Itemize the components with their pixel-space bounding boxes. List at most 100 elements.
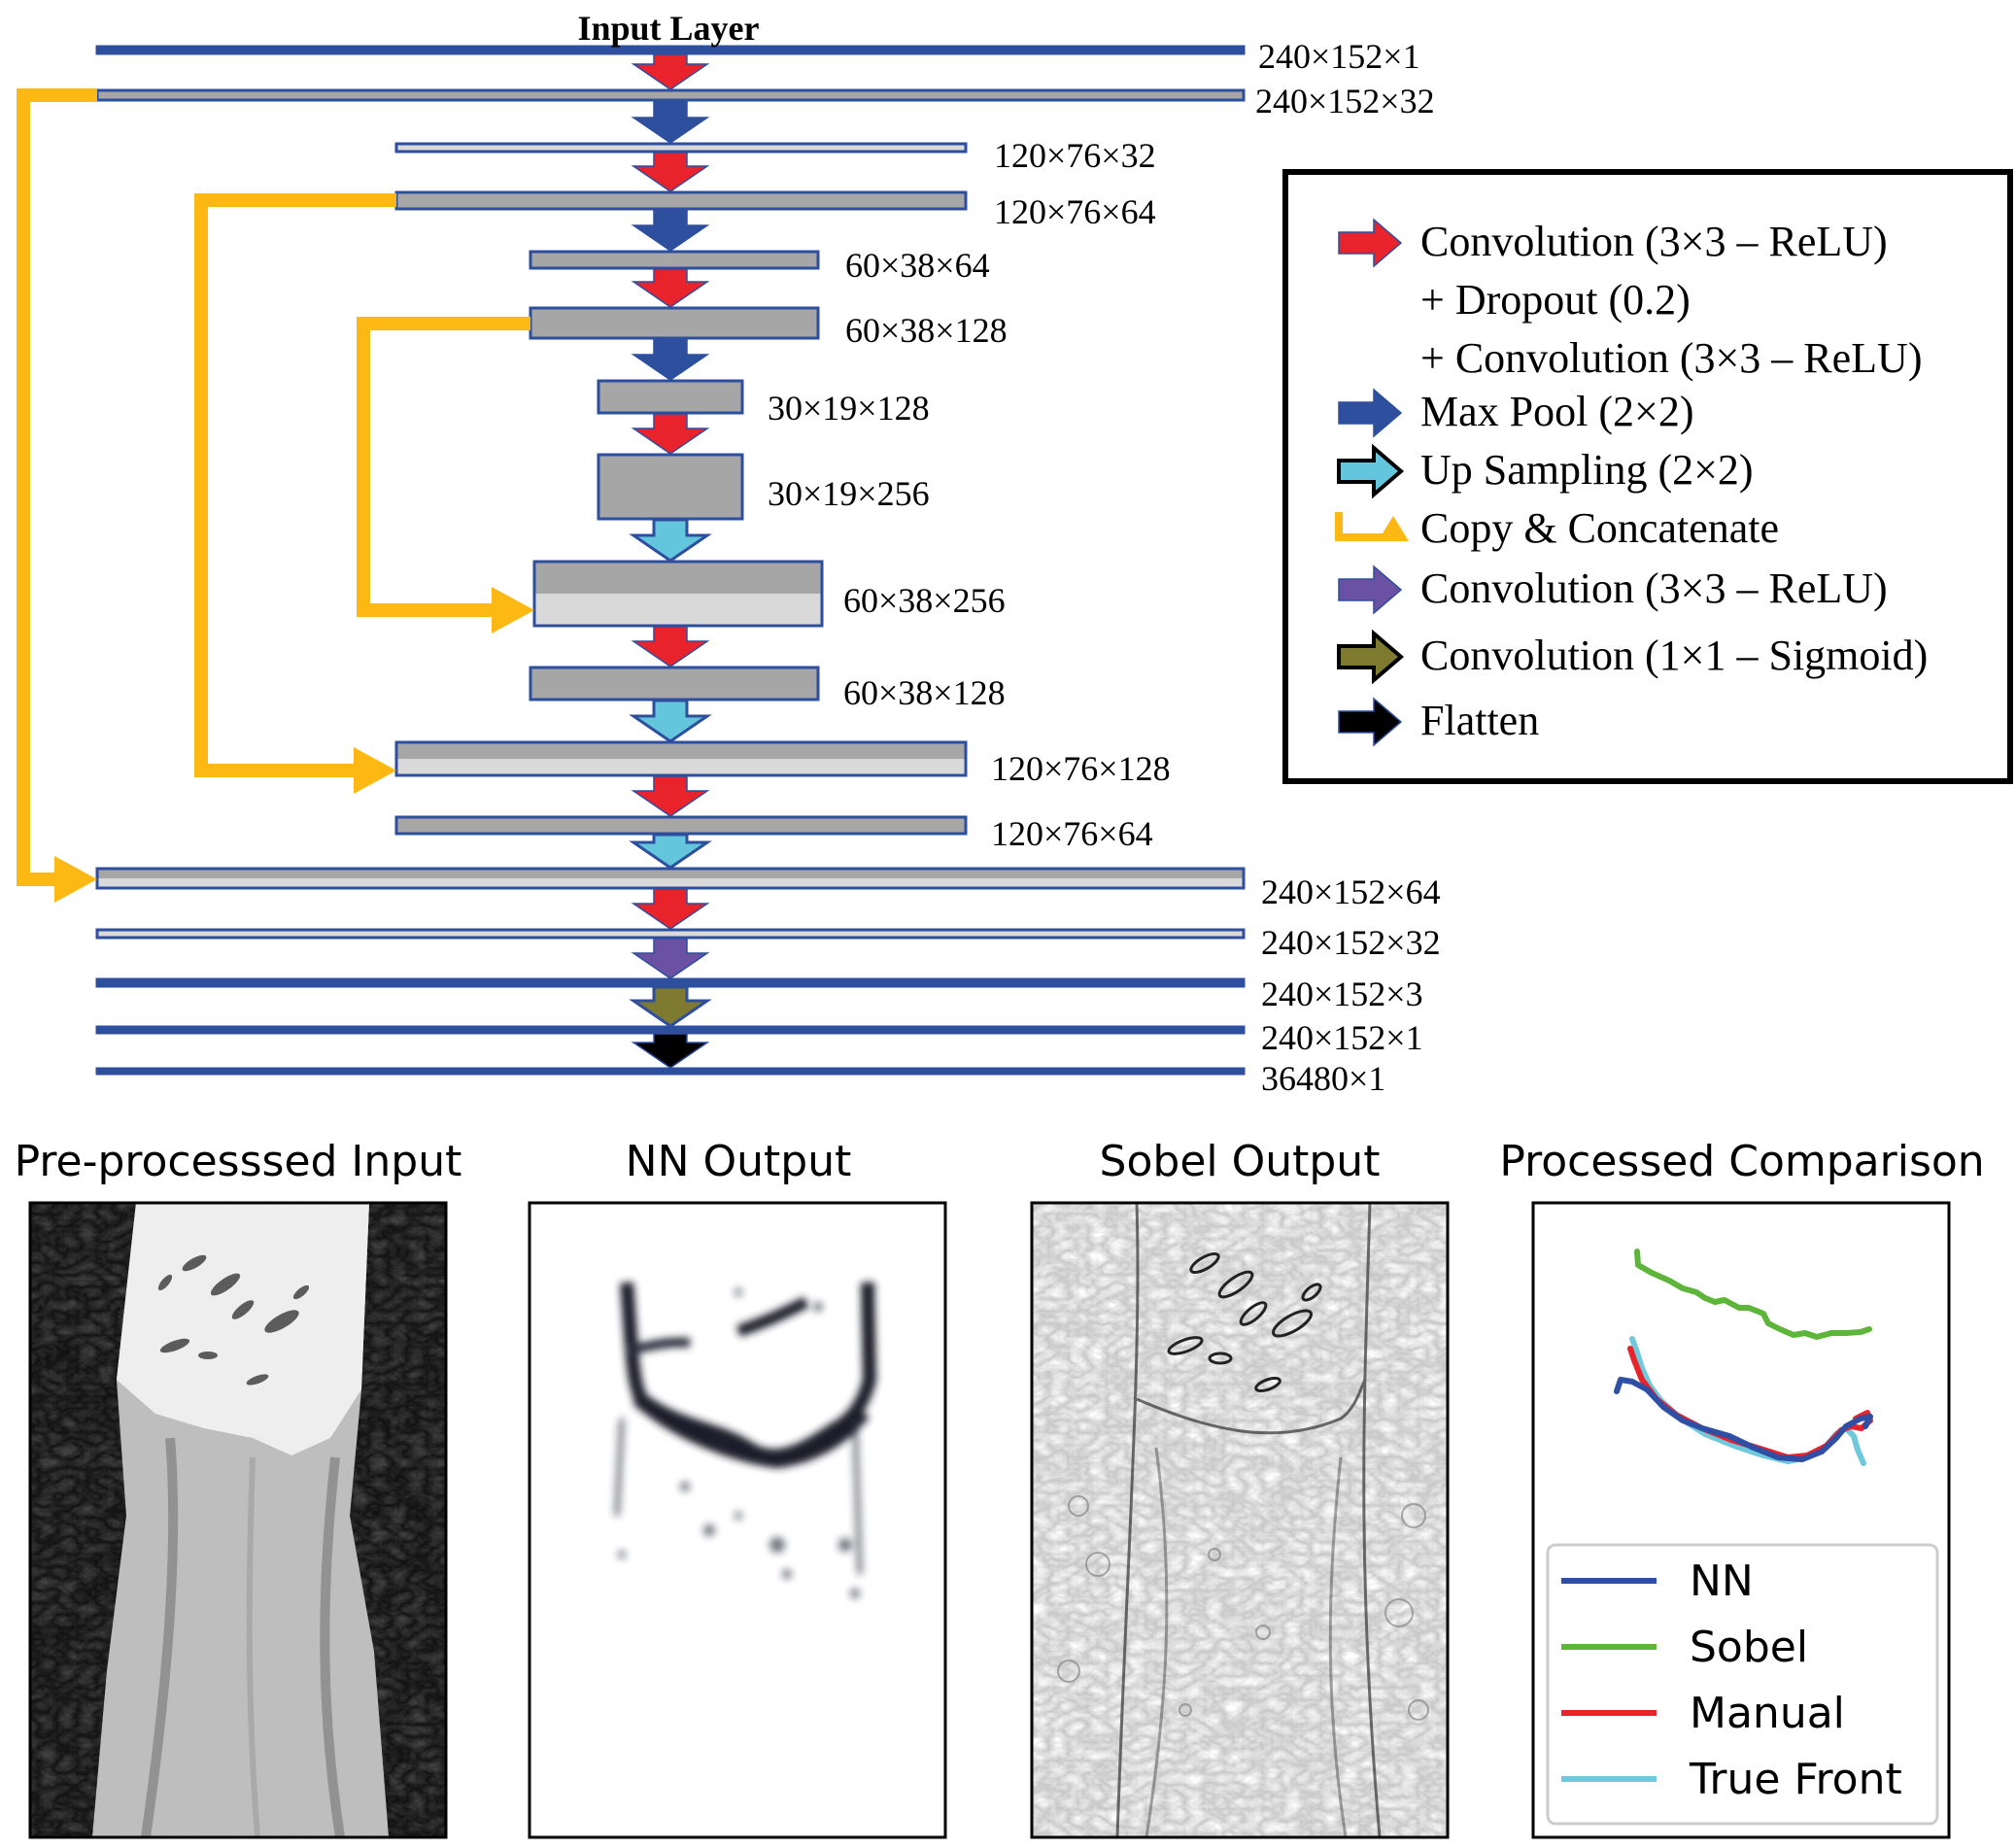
legend-item-copy-concat: Copy & Concatenate [1335,504,1779,552]
copy-concat-icon [1335,512,1385,541]
conv-dropout-arrow [631,413,710,455]
legend-item-label: + Dropout (0.2) [1420,276,1691,324]
feature-map-layer [95,88,1246,102]
comparison-legend-label: True Front [1689,1755,1902,1804]
comparison-legend-item: Manual [1561,1689,1845,1738]
upsampling-arrow [629,699,712,743]
legend-item-label: Convolution (3×3 – ReLU) [1420,565,1888,612]
unet-diagram: 240×152×1240×152×32120×76×32120×76×6460×… [17,37,1441,1098]
legend-item-label: Flatten [1420,697,1539,744]
feature-map-layer [529,666,820,702]
legend-item-label: Copy & Concatenate [1420,504,1779,552]
feature-map-layer [95,1025,1246,1035]
conv-dropout-arrow [631,53,710,90]
maxpool-arrow [631,209,710,252]
feature-map-layer [529,250,820,270]
layer-dimension-label: 120×76×32 [994,136,1156,175]
flatten-arrow-icon [1338,697,1403,747]
feature-map-layer [532,560,824,628]
network-legend: Convolution (3×3 – ReLU) + Dropout (0.2) +… [1282,169,2013,784]
skip-connection-3 [357,317,534,633]
upsampling-arrow [629,518,712,563]
comparison-legend-frame [1546,1543,1939,1826]
legend-frame [1282,169,2013,784]
true-front-line [1629,1336,1866,1466]
legend-item-flatten: Flatten [1338,697,1539,747]
conv-relu-arrow [631,938,710,979]
feature-map-layer [95,977,1246,988]
layer-dimension-label: 30×19×256 [768,474,930,513]
front-comparison-plot-icon [1614,1249,1873,1466]
legend-item-conv-relu: Convolution (3×3 – ReLU) [1338,565,1888,615]
conv-dropout-arrow [631,888,710,930]
layer-dimension-label: 60×38×128 [843,673,1006,712]
layer-dimension-label: 240×152×1 [1258,37,1420,76]
feature-map-layer [394,190,968,211]
feature-map-layer [394,740,968,777]
layer-dimension-label: 30×19×128 [768,389,930,428]
legend-item-conv-dropout: Convolution (3×3 – ReLU) + Dropout (0.2) +… [1338,218,1922,382]
feature-map-layer [597,453,744,521]
conv-dropout-arrow-icon [1338,218,1403,268]
feature-map-layer [95,1067,1246,1076]
layer-dimension-label: 60×38×64 [845,246,990,285]
sobel-front-line [1634,1249,1872,1340]
feature-map-layer [95,45,1246,55]
comparison-legend-label: NN [1690,1557,1754,1606]
comparison-legend-label: Sobel [1690,1623,1808,1672]
feature-map-layer [394,815,968,836]
legend-item-label: Convolution (1×1 – Sigmoid) [1420,632,1928,679]
feature-map-layer [95,867,1246,890]
legend-item-label: + Convolution (3×3 – ReLU) [1420,334,1922,382]
layer-dimension-label: 60×38×128 [845,311,1008,350]
layer-dimension-label: 240×152×1 [1261,1018,1423,1057]
input-layer-title: Input Layer [577,9,759,48]
layer-dimension-label: 120×76×128 [991,749,1171,788]
calving-front-probability-map-icon [614,1282,877,1598]
upsampling-arrow [629,833,712,870]
layer-dimension-label: 240×152×32 [1255,82,1435,120]
panel-title-comparison: Processed Comparison [1499,1137,1984,1186]
legend-item-maxpool: Max Pool (2×2) [1338,388,1693,438]
comparison-legend-label: Manual [1690,1689,1845,1738]
conv-dropout-arrow [631,152,710,192]
conv-sigmoid-arrow-icon [1337,629,1405,685]
feature-map-layer [394,142,968,154]
feature-map-layer [529,306,820,340]
conv-dropout-arrow [631,626,710,667]
legend-item-upsampling: Up Sampling (2×2) [1337,443,1754,499]
comparison-legend: NN Sobel Manual True Front [1561,1557,1902,1804]
panel-title-nn: NN Output [626,1137,852,1186]
conv-relu-arrow-icon [1338,565,1403,615]
maxpool-arrow [631,100,710,144]
legend-item-label: Max Pool (2×2) [1420,388,1693,435]
panel-title-sobel: Sobel Output [1100,1137,1381,1186]
flatten-arrow [631,1033,710,1069]
layer-dimension-label: 120×76×64 [994,192,1156,231]
panel-preprocessed-input: Pre-processsed Input [15,1137,462,1839]
maxpool-arrow [631,338,710,381]
layer-dimension-label: 240×152×64 [1261,873,1441,911]
comparison-legend-item: Sobel [1561,1623,1808,1672]
panel-nn-output: NN Output [528,1137,947,1839]
conv-sigmoid-arrow [629,985,712,1028]
upsampling-arrow-icon [1337,443,1405,499]
legend-item-conv-sigmoid: Convolution (1×1 – Sigmoid) [1337,629,1928,685]
maxpool-arrow-icon [1338,388,1403,438]
feature-map-layer [95,928,1246,940]
nn-front-line [1614,1377,1873,1462]
layer-dimension-label: 240×152×32 [1261,923,1441,962]
legend-item-label: Up Sampling (2×2) [1420,446,1754,494]
conv-dropout-arrow [631,775,710,817]
panel-processed-comparison: Processed Comparison NN Sobel Manual True F… [1499,1137,1985,1839]
conv-dropout-arrow [631,268,710,308]
comparison-legend-item: True Front [1561,1755,1902,1804]
feature-map-layer [597,379,744,415]
panel-title-preprocessed: Pre-processsed Input [15,1137,462,1186]
sobel-edge-map-icon [1032,1203,1448,1837]
glacier-satellite-image-icon [30,1203,446,1837]
legend-item-label: Convolution (3×3 – ReLU) [1420,218,1888,265]
comparison-legend-item: NN [1561,1557,1754,1606]
layer-dimension-label: 60×38×256 [843,581,1006,620]
